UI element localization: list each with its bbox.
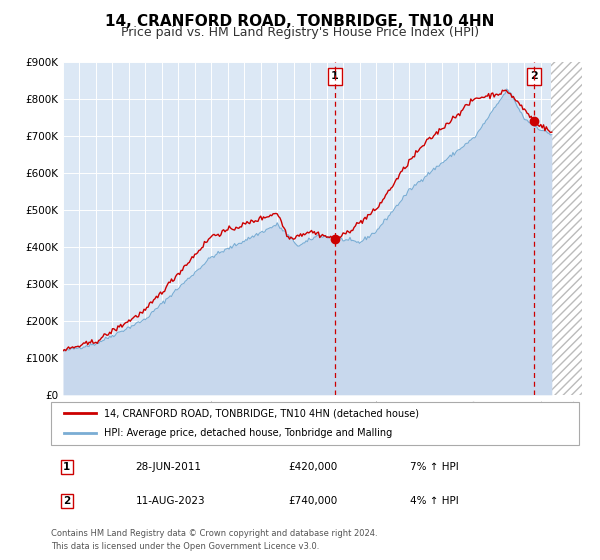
- Text: 11-AUG-2023: 11-AUG-2023: [136, 496, 205, 506]
- Text: 1: 1: [63, 462, 70, 472]
- Text: 2: 2: [63, 496, 70, 506]
- Text: 28-JUN-2011: 28-JUN-2011: [136, 462, 202, 472]
- Text: 7% ↑ HPI: 7% ↑ HPI: [410, 462, 459, 472]
- Text: Price paid vs. HM Land Registry's House Price Index (HPI): Price paid vs. HM Land Registry's House …: [121, 26, 479, 39]
- Bar: [551, 62, 582, 395]
- Text: Contains HM Land Registry data © Crown copyright and database right 2024.: Contains HM Land Registry data © Crown c…: [51, 529, 377, 538]
- Text: £740,000: £740,000: [289, 496, 338, 506]
- Text: This data is licensed under the Open Government Licence v3.0.: This data is licensed under the Open Gov…: [51, 542, 319, 551]
- Text: 14, CRANFORD ROAD, TONBRIDGE, TN10 4HN: 14, CRANFORD ROAD, TONBRIDGE, TN10 4HN: [106, 14, 494, 29]
- FancyBboxPatch shape: [51, 402, 579, 445]
- Text: 2: 2: [530, 72, 538, 81]
- Text: 14, CRANFORD ROAD, TONBRIDGE, TN10 4HN (detached house): 14, CRANFORD ROAD, TONBRIDGE, TN10 4HN (…: [104, 408, 419, 418]
- Text: 4% ↑ HPI: 4% ↑ HPI: [410, 496, 459, 506]
- Text: £420,000: £420,000: [289, 462, 338, 472]
- Text: 1: 1: [331, 72, 338, 81]
- Text: HPI: Average price, detached house, Tonbridge and Malling: HPI: Average price, detached house, Tonb…: [104, 428, 392, 438]
